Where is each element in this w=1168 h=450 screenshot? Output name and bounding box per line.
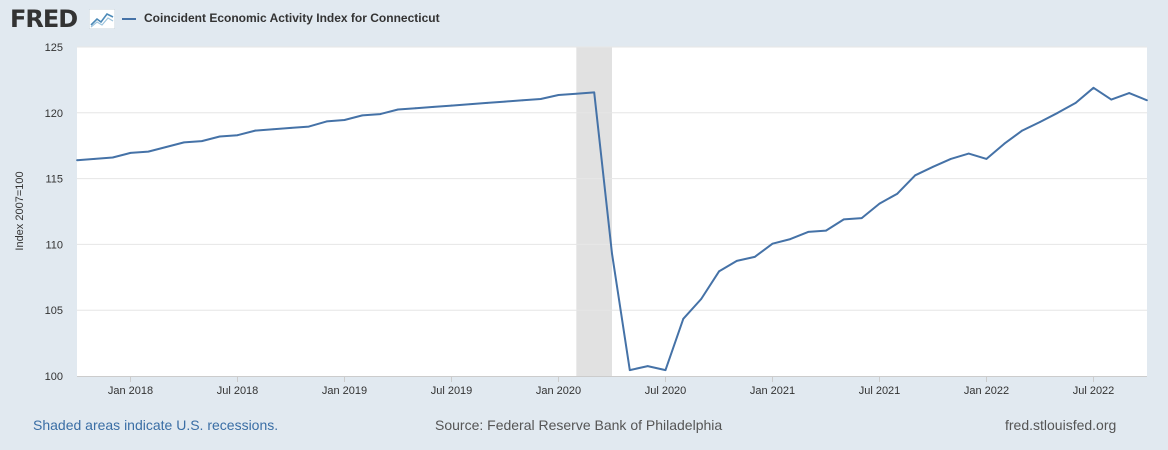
data-point[interactable] bbox=[379, 113, 382, 116]
data-point[interactable] bbox=[147, 150, 150, 153]
recession-note: Shaded areas indicate U.S. recessions. bbox=[33, 417, 279, 433]
data-point[interactable] bbox=[307, 125, 310, 128]
data-point[interactable] bbox=[896, 192, 899, 195]
data-point[interactable] bbox=[397, 108, 399, 111]
data-point[interactable] bbox=[272, 128, 275, 131]
data-point[interactable] bbox=[842, 218, 845, 221]
x-tick-label: Jul 2018 bbox=[217, 385, 259, 397]
data-point[interactable] bbox=[111, 156, 114, 159]
data-point[interactable] bbox=[914, 174, 917, 177]
y-tick-label: 120 bbox=[45, 108, 63, 120]
data-point[interactable] bbox=[200, 140, 203, 142]
x-tick-label: Jul 2022 bbox=[1073, 385, 1115, 397]
y-tick-label: 100 bbox=[45, 371, 63, 383]
fred-logo[interactable]: FRED bbox=[10, 5, 78, 33]
y-tick-label: 125 bbox=[45, 42, 63, 54]
data-point[interactable] bbox=[236, 134, 239, 137]
y-tick-label: 115 bbox=[45, 174, 63, 186]
data-point[interactable] bbox=[361, 114, 364, 117]
data-point[interactable] bbox=[611, 252, 613, 255]
data-point[interactable] bbox=[1110, 98, 1113, 101]
recession-band bbox=[576, 47, 612, 376]
data-point[interactable] bbox=[218, 135, 221, 138]
data-point[interactable] bbox=[254, 129, 257, 132]
data-point[interactable] bbox=[967, 152, 970, 155]
data-point[interactable] bbox=[771, 242, 774, 245]
y-axis-ticks: 100 105 110 115 120 125 bbox=[45, 42, 63, 383]
data-point[interactable] bbox=[628, 369, 631, 371]
data-point[interactable] bbox=[486, 102, 489, 104]
y-tick-label: 110 bbox=[45, 239, 63, 251]
data-point[interactable] bbox=[1092, 86, 1095, 89]
data-point[interactable] bbox=[1128, 92, 1131, 94]
data-point[interactable] bbox=[860, 217, 863, 219]
data-point[interactable] bbox=[557, 94, 560, 96]
data-point[interactable] bbox=[129, 152, 132, 154]
data-point[interactable] bbox=[664, 369, 667, 371]
x-tick-label: Jan 2022 bbox=[964, 385, 1009, 397]
x-tick-label: Jul 2021 bbox=[859, 385, 901, 397]
legend-swatch bbox=[122, 18, 136, 20]
data-point[interactable] bbox=[825, 229, 827, 232]
y-axis-label: Index 2007=100 bbox=[14, 171, 26, 250]
data-point[interactable] bbox=[343, 119, 346, 121]
data-point[interactable] bbox=[521, 99, 524, 102]
data-point[interactable] bbox=[539, 98, 542, 100]
data-point[interactable] bbox=[949, 157, 952, 160]
data-point[interactable] bbox=[414, 107, 417, 110]
line-graph-icon bbox=[89, 9, 115, 29]
data-point[interactable] bbox=[1056, 111, 1059, 114]
site-link[interactable]: fred.stlouisfed.org bbox=[1005, 417, 1117, 433]
data-point[interactable] bbox=[76, 159, 78, 162]
data-point[interactable] bbox=[468, 103, 471, 106]
legend-label: Coincident Economic Activity Index for C… bbox=[144, 11, 440, 25]
data-point[interactable] bbox=[290, 127, 292, 129]
data-point[interactable] bbox=[718, 270, 720, 273]
data-point[interactable] bbox=[183, 141, 185, 144]
data-point[interactable] bbox=[1021, 129, 1024, 132]
data-point[interactable] bbox=[165, 146, 168, 148]
data-point[interactable] bbox=[593, 91, 596, 94]
data-point[interactable] bbox=[807, 230, 810, 233]
x-tick-label: Jan 2021 bbox=[750, 385, 795, 397]
data-points bbox=[76, 86, 1148, 371]
x-tick-label: Jul 2020 bbox=[645, 385, 687, 397]
chart-header: FRED Coincident Economic Activity Index … bbox=[0, 0, 1168, 40]
data-point[interactable] bbox=[504, 100, 506, 103]
data-point[interactable] bbox=[735, 259, 738, 262]
data-point[interactable] bbox=[789, 238, 792, 241]
data-point[interactable] bbox=[753, 256, 756, 258]
data-point[interactable] bbox=[325, 120, 328, 123]
x-tick-label: Jan 2020 bbox=[536, 385, 581, 397]
data-point[interactable] bbox=[1146, 99, 1148, 102]
source-note: Source: Federal Reserve Bank of Philadel… bbox=[435, 417, 723, 433]
data-point[interactable] bbox=[932, 165, 934, 168]
data-point[interactable] bbox=[450, 104, 453, 107]
data-point[interactable] bbox=[985, 157, 988, 160]
x-axis-ticks: Jan 2018 Jul 2018 Jan 2019 Jul 2019 Jan 2020… bbox=[108, 376, 1114, 397]
data-point[interactable] bbox=[1003, 142, 1006, 145]
data-point[interactable] bbox=[700, 298, 703, 300]
gridlines bbox=[77, 46, 1147, 377]
data-point[interactable] bbox=[1039, 121, 1041, 123]
data-point[interactable] bbox=[646, 365, 649, 368]
data-point[interactable] bbox=[1074, 102, 1077, 104]
data-point[interactable] bbox=[93, 157, 96, 160]
y-tick-label: 105 bbox=[45, 305, 63, 317]
data-point[interactable] bbox=[432, 105, 435, 108]
data-point[interactable] bbox=[682, 317, 685, 320]
x-tick-label: Jan 2019 bbox=[322, 385, 367, 397]
data-point[interactable] bbox=[575, 92, 578, 95]
x-tick-label: Jul 2019 bbox=[431, 385, 473, 397]
x-tick-label: Jan 2018 bbox=[108, 385, 153, 397]
data-point[interactable] bbox=[878, 202, 881, 205]
recession-bands bbox=[576, 47, 612, 376]
